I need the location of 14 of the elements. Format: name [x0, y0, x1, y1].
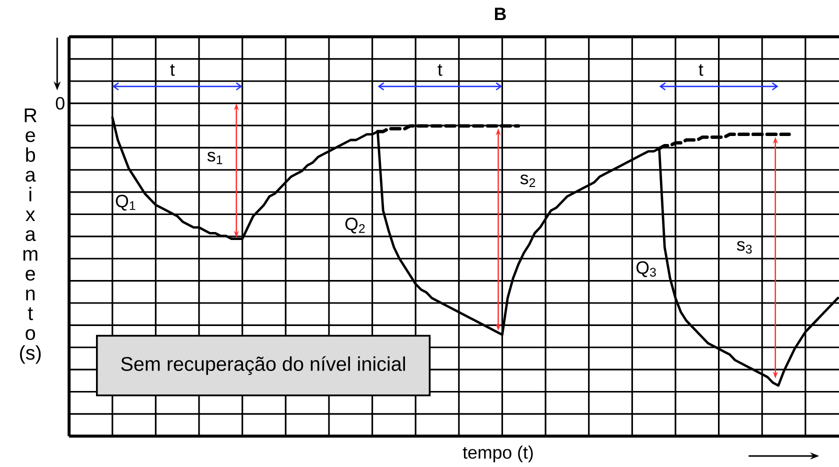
text: 0: [56, 97, 64, 110]
chart-title: B: [494, 8, 506, 20]
annotation: Sem recuperação do nível inicial: [121, 356, 405, 376]
annotation: Q$_{2}$: [345, 218, 365, 234]
text: t: [438, 64, 442, 76]
text: Rebaixamento (s): [20, 108, 41, 364]
x-axis-title: tempo (t): [462, 446, 533, 462]
annotation: s$_{3}$: [736, 241, 752, 254]
text: t: [698, 64, 704, 76]
text: t: [170, 64, 175, 76]
annotation: s$_{2}$: [520, 174, 536, 188]
annotation: Q$_{3}$: [636, 261, 656, 278]
annotation: s$_{1}$: [207, 152, 222, 164]
annotation: Q$_{1}$: [116, 194, 136, 211]
